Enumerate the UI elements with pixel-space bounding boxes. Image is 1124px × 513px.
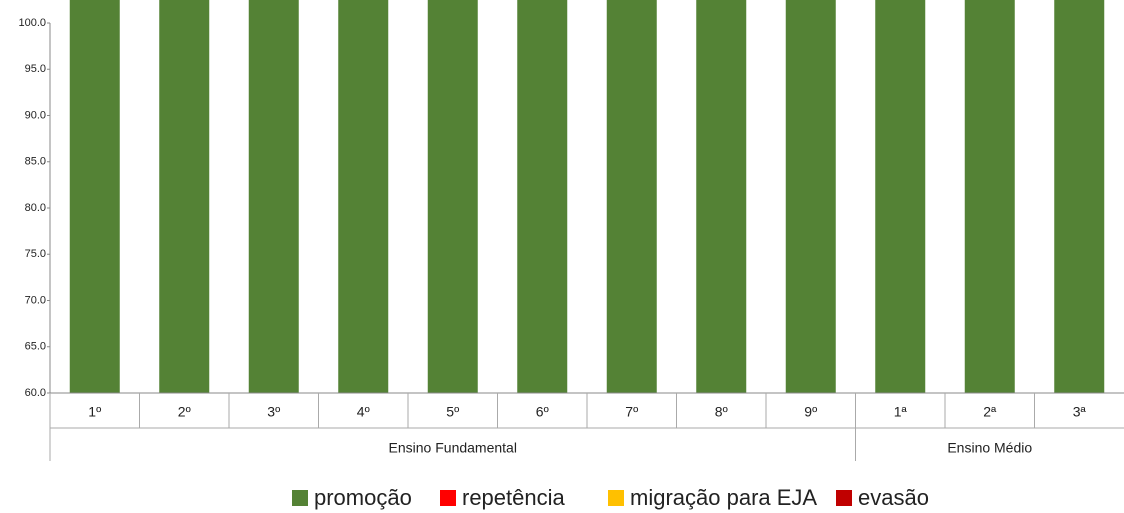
x-tick-label: 2º xyxy=(178,404,191,420)
y-tick-label: 75.0 xyxy=(25,248,46,260)
legend-label: migração para EJA xyxy=(630,485,817,510)
bar-segment xyxy=(1054,0,1105,393)
bar-segment xyxy=(248,0,299,394)
bar-segment xyxy=(696,0,747,393)
legend-label: repetência xyxy=(462,485,566,510)
bar-segment xyxy=(517,0,568,393)
x-tick-label: 3ª xyxy=(1073,404,1087,420)
y-tick-label: 65.0 xyxy=(25,341,46,353)
y-tick-label: 80.0 xyxy=(25,202,46,214)
x-tick-label: 1ª xyxy=(894,404,908,420)
bar-segment xyxy=(159,0,210,393)
y-tick-label: 100.0 xyxy=(18,17,46,29)
x-tick-label: 2ª xyxy=(983,404,997,420)
x-tick-label: 5º xyxy=(446,404,459,420)
legend-swatch xyxy=(292,490,308,506)
bar-segment xyxy=(785,0,836,393)
group-label: Ensino Fundamental xyxy=(389,440,517,456)
bar-segment xyxy=(427,0,478,393)
legend-label: promoção xyxy=(314,485,412,510)
bar-segment xyxy=(338,0,389,393)
x-tick-label: 7º xyxy=(625,404,638,420)
bar-segment xyxy=(875,0,926,394)
x-tick-label: 6º xyxy=(536,404,549,420)
bar-segment xyxy=(69,0,120,393)
legend-swatch xyxy=(440,490,456,506)
x-tick-label: 1º xyxy=(88,404,101,420)
bar-segment xyxy=(606,0,657,393)
x-tick-label: 9º xyxy=(804,404,817,420)
y-tick-label: 60.0 xyxy=(25,387,46,399)
legend-swatch xyxy=(608,490,624,506)
y-tick-label: 85.0 xyxy=(25,156,46,168)
bar-segment xyxy=(964,0,1015,393)
x-tick-label: 3º xyxy=(267,404,280,420)
x-tick-label: 4º xyxy=(357,404,370,420)
y-tick-label: 70.0 xyxy=(25,294,46,306)
x-tick-label: 8º xyxy=(715,404,728,420)
legend-label: evasão xyxy=(858,485,929,510)
legend-swatch xyxy=(836,490,852,506)
group-label: Ensino Médio xyxy=(947,440,1032,456)
y-tick-label: 90.0 xyxy=(25,109,46,121)
y-tick-label: 95.0 xyxy=(25,63,46,75)
